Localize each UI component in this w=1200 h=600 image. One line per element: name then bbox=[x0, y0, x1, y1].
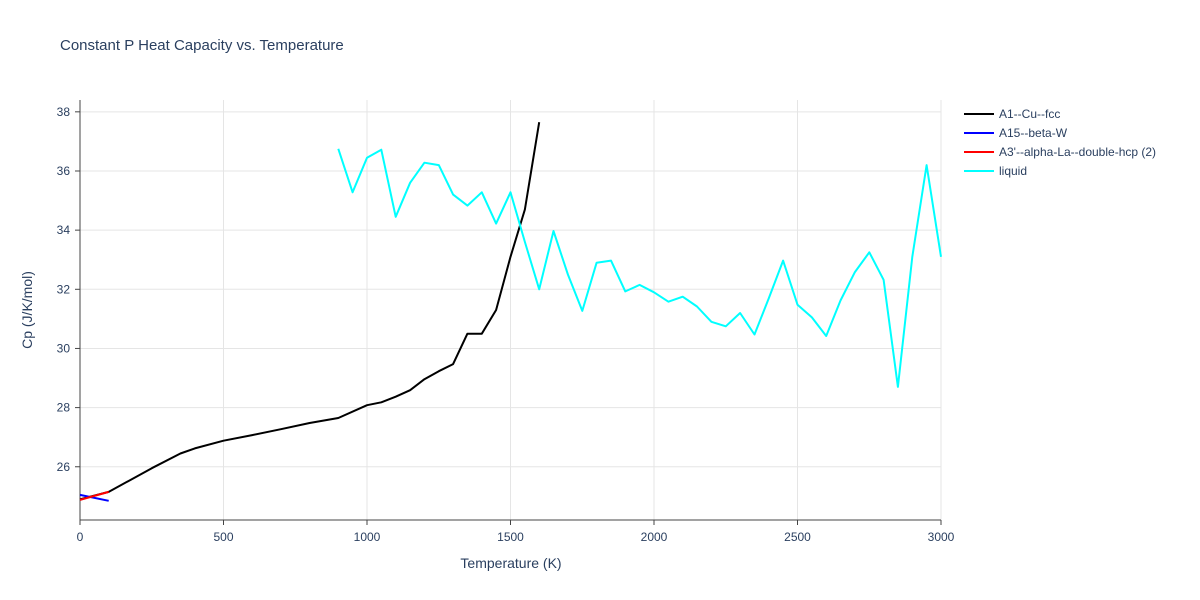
axes bbox=[75, 100, 942, 525]
series-line-a3-alpha-la-double-hcp-2 bbox=[79, 490, 109, 501]
legend: A1--Cu--fcc A15--beta-W A3'--alpha-La--dou… bbox=[964, 107, 1156, 178]
x-tick-label: 1000 bbox=[354, 530, 381, 544]
x-tick-label: 2500 bbox=[784, 530, 811, 544]
legend-label: A3'--alpha-La--double-hcp (2) bbox=[999, 145, 1156, 159]
series-line-liquid bbox=[337, 148, 942, 388]
x-tick-label: 0 bbox=[77, 530, 84, 544]
series-line-a1-cu-fcc bbox=[79, 122, 541, 501]
series-group bbox=[79, 122, 942, 502]
y-tick-label: 38 bbox=[57, 105, 71, 119]
y-tick-label: 34 bbox=[57, 223, 71, 237]
x-tick-label: 3000 bbox=[928, 530, 955, 544]
y-tick-label: 26 bbox=[57, 460, 71, 474]
y-tick-label: 32 bbox=[57, 282, 71, 296]
x-tick-label: 500 bbox=[213, 530, 233, 544]
y-tick-label: 30 bbox=[57, 341, 71, 355]
grid bbox=[80, 100, 942, 520]
chart-title: Constant P Heat Capacity vs. Temperature bbox=[60, 37, 344, 54]
y-tick-label: 36 bbox=[57, 164, 71, 178]
legend-label: liquid bbox=[999, 164, 1027, 178]
x-tick-label: 2000 bbox=[641, 530, 668, 544]
series-line-a15-beta-w bbox=[79, 493, 109, 502]
y-tick-label: 28 bbox=[57, 401, 71, 415]
x-tick-label: 1500 bbox=[497, 530, 524, 544]
y-axis-label: Cp (J/K/mol) bbox=[19, 271, 35, 349]
ticks: 0 500 1000 1500 2000 2500 3000 26 28 30 32 34 36 38 bbox=[57, 105, 955, 544]
legend-label: A1--Cu--fcc bbox=[999, 107, 1060, 121]
x-axis-label: Temperature (K) bbox=[460, 555, 561, 571]
legend-label: A15--beta-W bbox=[999, 126, 1068, 140]
